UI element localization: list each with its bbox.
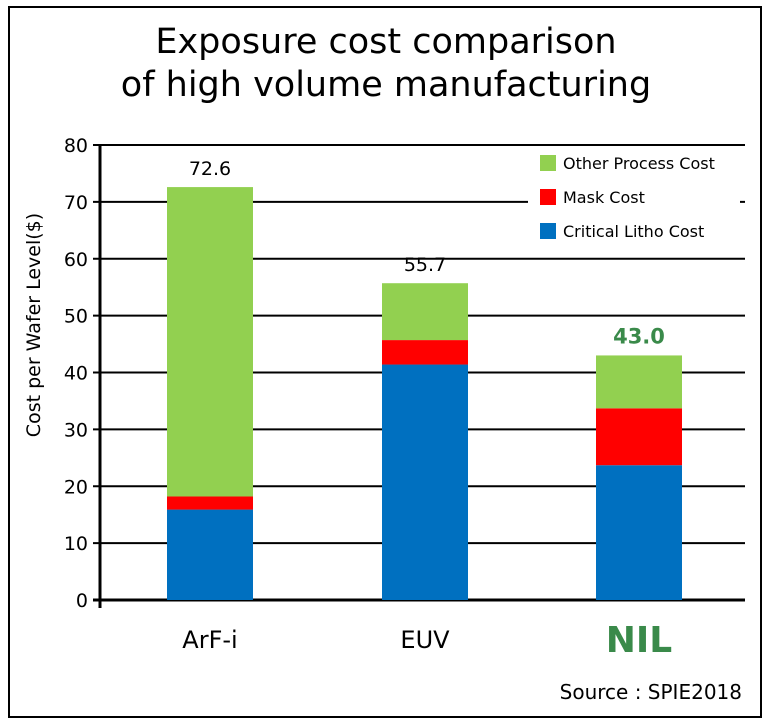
bar-segment-critical-litho-cost <box>596 465 682 600</box>
legend-swatch <box>540 223 556 239</box>
bar-segment-other-process-cost <box>382 283 468 341</box>
bar-segment-mask-cost <box>167 496 253 510</box>
y-tick-label: 0 <box>76 590 88 612</box>
legend-box <box>528 148 740 248</box>
x-category-label: EUV <box>400 626 450 654</box>
total-label: 55.7 <box>404 254 446 276</box>
y-tick-label: 20 <box>64 476 88 498</box>
legend-label: Other Process Cost <box>563 154 715 173</box>
y-tick-label: 60 <box>64 249 88 271</box>
y-tick-label: 50 <box>64 306 88 328</box>
y-tick-label: 30 <box>64 419 88 441</box>
bar-segment-critical-litho-cost <box>382 364 468 600</box>
legend-swatch <box>540 155 556 171</box>
total-label: 43.0 <box>613 324 665 348</box>
x-category-label: ArF-i <box>182 626 237 654</box>
y-tick-label: 40 <box>64 363 88 385</box>
y-tick-label: 10 <box>64 533 88 555</box>
source-note: Source : SPIE2018 <box>559 680 742 704</box>
total-label: 72.6 <box>189 158 231 180</box>
bar-segment-mask-cost <box>596 408 682 466</box>
x-category-label: NIL <box>606 620 672 661</box>
chart-frame <box>8 6 762 718</box>
y-tick-label: 70 <box>64 192 88 214</box>
bar-segment-mask-cost <box>382 340 468 365</box>
bar-segment-critical-litho-cost <box>167 509 253 600</box>
bar-segment-other-process-cost <box>596 355 682 409</box>
y-tick-label: 80 <box>64 135 88 157</box>
chart-title-line-1: Exposure cost comparison <box>155 22 617 62</box>
legend-swatch <box>540 189 556 205</box>
y-axis-label: Cost per Wafer Level($) <box>23 213 45 437</box>
chart-title-line-2: of high volume manufacturing <box>120 65 652 105</box>
legend-label: Mask Cost <box>563 188 645 207</box>
total-label-background <box>589 317 689 348</box>
legend-label: Critical Litho Cost <box>563 222 704 241</box>
bar-segment-other-process-cost <box>167 187 253 497</box>
